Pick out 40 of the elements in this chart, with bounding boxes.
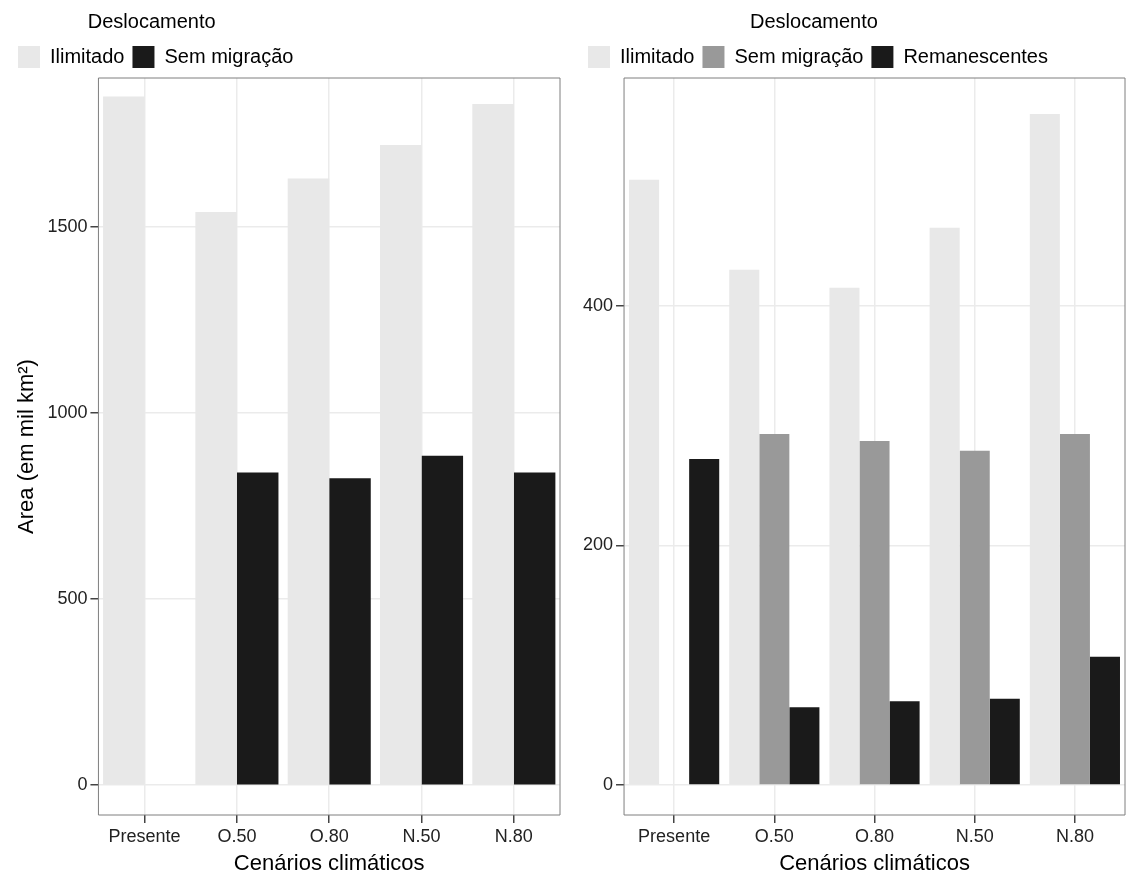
y-tick-label: 500 xyxy=(57,588,88,609)
y-tick-label: 0 xyxy=(77,774,88,795)
bar xyxy=(1059,433,1090,785)
x-tick-label: O.50 xyxy=(754,825,794,846)
x-tick-label: N.80 xyxy=(1055,825,1094,846)
legend-label: Sem migração xyxy=(734,44,864,67)
bar xyxy=(513,472,556,785)
legend-label: Ilimitado xyxy=(620,44,695,67)
x-tick-label: N.80 xyxy=(494,825,533,846)
legend-title: Deslocamento xyxy=(87,9,216,32)
legend-label: Ilimitado xyxy=(50,44,125,67)
y-tick-label: 200 xyxy=(582,534,614,555)
bar xyxy=(989,698,1020,785)
y-tick-label: 400 xyxy=(582,294,614,315)
bar xyxy=(889,701,920,785)
bar xyxy=(859,441,890,785)
bar xyxy=(236,472,279,785)
legend-label: Sem migração xyxy=(164,44,294,67)
bar xyxy=(689,459,720,785)
x-tick-label: O.80 xyxy=(855,825,895,846)
x-tick-label: N.50 xyxy=(402,825,441,846)
bar xyxy=(959,450,990,785)
x-tick-label: O.50 xyxy=(217,825,257,846)
y-tick-label: 1500 xyxy=(47,215,88,236)
bar xyxy=(1089,656,1120,785)
y-axis-title: Area (em mil km²) xyxy=(13,359,39,534)
bar xyxy=(421,455,464,785)
y-tick-label: 0 xyxy=(603,774,614,795)
bar xyxy=(759,433,790,785)
legend-title: Deslocamento xyxy=(750,9,878,32)
x-tick-label: Presente xyxy=(638,825,711,846)
y-tick-label: 1000 xyxy=(47,401,88,422)
x-tick-label: Presente xyxy=(108,825,181,846)
legend-label: Remanescentes xyxy=(903,44,1048,67)
x-tick-label: N.50 xyxy=(955,825,994,846)
x-tick-label: O.80 xyxy=(309,825,349,846)
x-axis-title: Cenários climáticos xyxy=(233,849,425,875)
bar xyxy=(329,478,371,785)
x-axis-title: Cenários climáticos xyxy=(779,849,970,875)
bar xyxy=(789,707,820,785)
